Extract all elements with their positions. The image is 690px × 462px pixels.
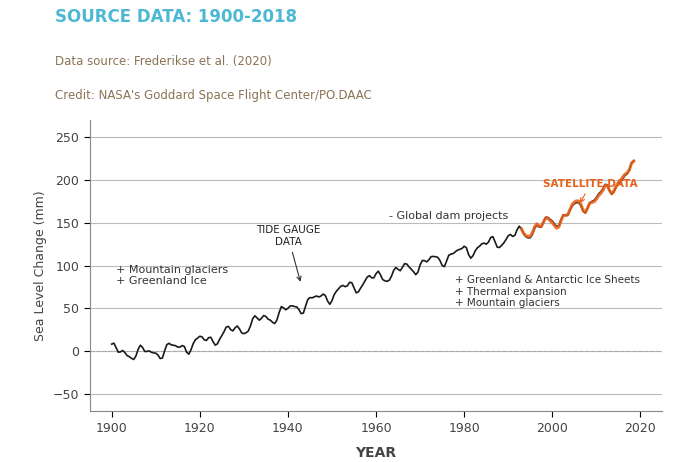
Text: SOURCE DATA: 1900-2018: SOURCE DATA: 1900-2018 bbox=[55, 8, 297, 26]
Text: TIDE GAUGE
DATA: TIDE GAUGE DATA bbox=[256, 225, 320, 280]
Y-axis label: Sea Level Change (mm): Sea Level Change (mm) bbox=[34, 190, 47, 341]
Text: + Mountain glaciers
+ Greenland Ice: + Mountain glaciers + Greenland Ice bbox=[116, 265, 228, 286]
Text: SATELLITE DATA: SATELLITE DATA bbox=[544, 179, 638, 202]
X-axis label: YEAR: YEAR bbox=[355, 446, 397, 460]
Text: + Greenland & Antarctic Ice Sheets
+ Thermal expansion
+ Mountain glaciers: + Greenland & Antarctic Ice Sheets + The… bbox=[455, 275, 640, 309]
Text: Data source: Frederikse et al. (2020): Data source: Frederikse et al. (2020) bbox=[55, 55, 272, 68]
Text: Credit: NASA's Goddard Space Flight Center/PO.DAAC: Credit: NASA's Goddard Space Flight Cent… bbox=[55, 90, 372, 103]
Text: - Global dam projects: - Global dam projects bbox=[389, 211, 509, 221]
